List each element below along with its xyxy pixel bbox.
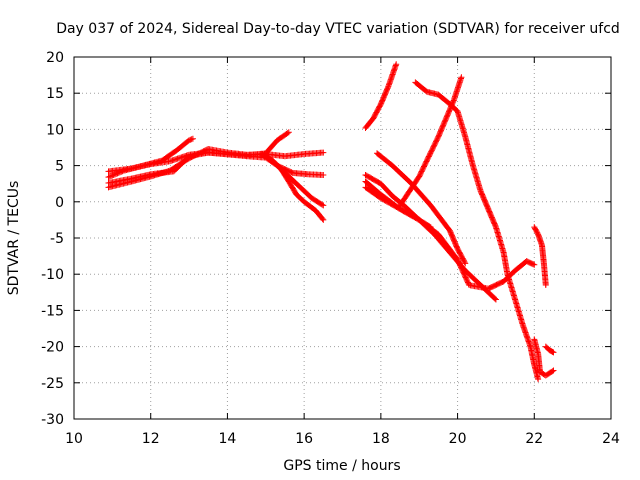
chart-title: Day 037 of 2024, Sidereal Day-to-day VTE… bbox=[56, 21, 620, 37]
data-point bbox=[450, 98, 457, 105]
data-point bbox=[115, 169, 122, 176]
x-tick-label: 12 bbox=[142, 431, 160, 447]
data-point bbox=[319, 215, 326, 222]
y-tick-label: 20 bbox=[46, 50, 64, 66]
data-point bbox=[550, 367, 557, 374]
data-point bbox=[464, 279, 471, 286]
y-tick-label: 0 bbox=[55, 195, 64, 211]
data-point bbox=[458, 264, 465, 271]
grid-layer bbox=[74, 57, 611, 419]
data-series-track-15 bbox=[531, 336, 557, 379]
y-tick-label: 15 bbox=[46, 86, 64, 102]
data-point bbox=[530, 261, 537, 268]
data-point bbox=[457, 263, 464, 270]
data-point bbox=[319, 201, 326, 208]
data-point bbox=[109, 172, 116, 179]
y-tick-label: -10 bbox=[41, 267, 64, 283]
series-layer bbox=[105, 61, 557, 383]
data-point bbox=[460, 269, 467, 276]
x-tick-label: 18 bbox=[372, 431, 390, 447]
data-series-track-14 bbox=[531, 224, 549, 289]
data-point bbox=[119, 168, 126, 175]
data-point bbox=[285, 129, 292, 136]
data-point bbox=[542, 282, 549, 289]
y-tick-label: -30 bbox=[41, 412, 64, 428]
x-tick-label: 22 bbox=[525, 431, 543, 447]
data-series-track-6 bbox=[258, 151, 327, 223]
y-tick-label: 5 bbox=[55, 159, 64, 175]
data-point bbox=[549, 368, 556, 375]
y-tick-label: -20 bbox=[41, 340, 64, 356]
x-tick-label: 16 bbox=[295, 431, 313, 447]
data-point bbox=[426, 223, 433, 230]
data-point bbox=[550, 349, 557, 356]
data-point bbox=[114, 170, 121, 177]
data-point bbox=[105, 174, 112, 181]
data-point bbox=[117, 169, 124, 176]
x-tick-label: 10 bbox=[65, 431, 83, 447]
data-point bbox=[458, 74, 465, 81]
y-tick-label: -5 bbox=[50, 231, 64, 247]
data-point bbox=[462, 273, 469, 280]
data-point bbox=[456, 261, 463, 268]
data-point bbox=[108, 173, 115, 180]
data-point bbox=[454, 256, 461, 263]
data-point bbox=[492, 296, 499, 303]
data-point bbox=[491, 295, 498, 302]
data-series-track-7 bbox=[362, 61, 400, 131]
data-point bbox=[106, 173, 113, 180]
data-series-track-10 bbox=[362, 184, 434, 231]
data-point bbox=[463, 275, 470, 282]
data-point bbox=[460, 270, 467, 277]
x-axis-label: GPS time / hours bbox=[283, 458, 400, 474]
data-point bbox=[492, 222, 499, 229]
data-series-track-16 bbox=[542, 343, 557, 356]
data-series-track-4 bbox=[105, 149, 327, 186]
data-point bbox=[189, 135, 196, 142]
data-series-track-2 bbox=[105, 135, 196, 181]
data-point bbox=[531, 261, 538, 268]
data-point bbox=[461, 271, 468, 278]
data-point bbox=[111, 171, 118, 178]
data-point bbox=[320, 202, 327, 209]
data-point bbox=[320, 149, 327, 156]
data-point bbox=[463, 276, 470, 283]
x-tick-label: 20 bbox=[449, 431, 467, 447]
data-point bbox=[320, 216, 327, 223]
plot-frame bbox=[73, 56, 612, 420]
data-point bbox=[320, 172, 327, 179]
data-point bbox=[459, 268, 466, 275]
x-tick-label: 14 bbox=[219, 431, 237, 447]
data-point bbox=[110, 172, 117, 179]
data-point bbox=[456, 260, 463, 267]
data-point bbox=[535, 376, 542, 383]
data-point bbox=[427, 224, 434, 231]
x-tick-label: 24 bbox=[602, 431, 620, 447]
data-series-track-13 bbox=[412, 79, 542, 383]
data-point bbox=[393, 61, 400, 68]
y-tick-label: -15 bbox=[41, 303, 64, 319]
data-point bbox=[455, 257, 462, 264]
data-point bbox=[113, 170, 120, 177]
y-axis-label: SDTVAR / TECUs bbox=[6, 181, 22, 296]
data-point bbox=[458, 265, 465, 272]
data-point bbox=[462, 274, 469, 281]
data-point bbox=[549, 348, 556, 355]
data-point bbox=[455, 259, 462, 266]
data-series-track-11 bbox=[374, 150, 469, 267]
data-point bbox=[459, 266, 466, 273]
y-tick-label: 10 bbox=[46, 122, 64, 138]
data-point bbox=[461, 259, 468, 266]
tick-layer: 10 12 14 16 18 20 22 24 -30 -25 -20 -15 -10 -5 0 5 10 15 2… bbox=[41, 50, 620, 447]
data-point bbox=[284, 130, 291, 137]
data-point bbox=[462, 260, 469, 267]
data-point bbox=[118, 168, 125, 175]
data-point bbox=[464, 278, 471, 285]
y-tick-label: -25 bbox=[41, 376, 64, 392]
